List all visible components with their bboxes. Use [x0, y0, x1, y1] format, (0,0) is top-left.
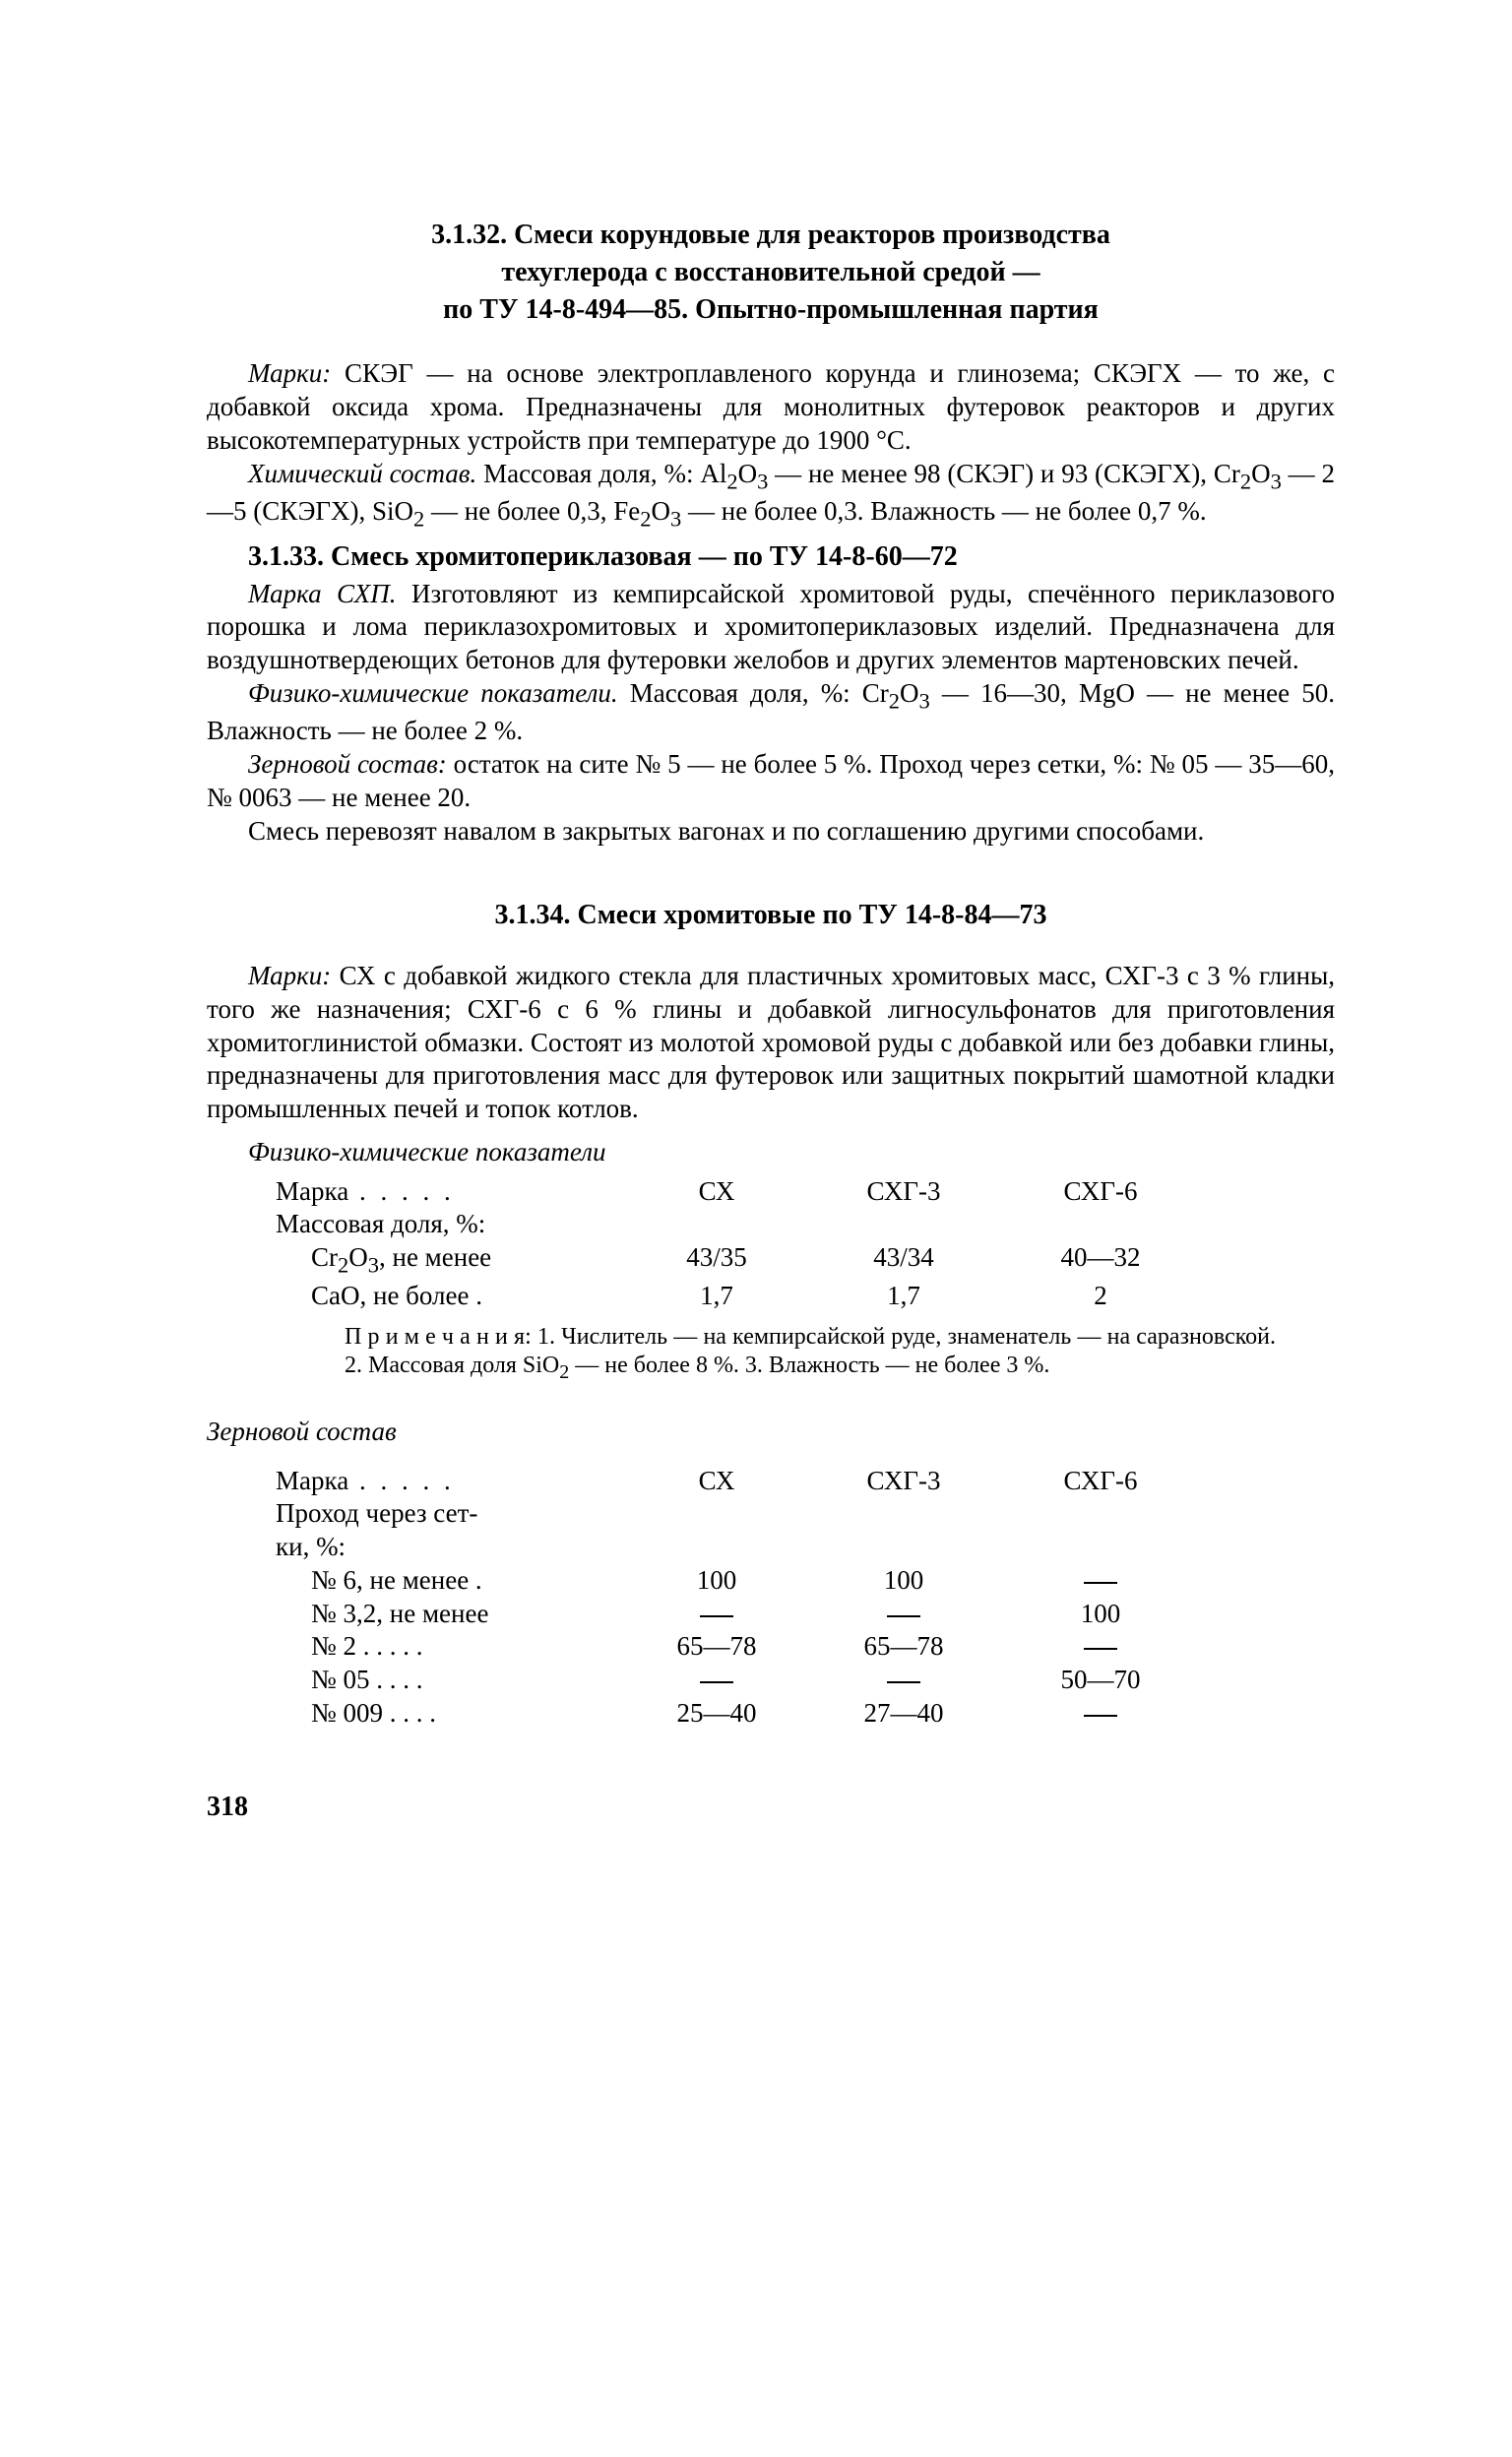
section-heading-3132: 3.1.32. Смеси корундовые для реакторов п…	[207, 217, 1335, 328]
table-row: Массовая доля, %:	[276, 1208, 1199, 1241]
cell: 43/34	[805, 1241, 1002, 1280]
cell: 40—32	[1002, 1241, 1199, 1280]
page-number: 318	[207, 1790, 1335, 1824]
table-title-physchem: Физико-химические показатели	[207, 1136, 1335, 1169]
cell	[628, 1664, 805, 1697]
table-row: ки, %:	[276, 1531, 1199, 1564]
cell: 43/35	[628, 1241, 805, 1280]
table-grain: Марка . . . . . СХ СХГ-3 СХГ-6 Проход че…	[276, 1465, 1199, 1731]
table-row: № 3,2, не менее100	[276, 1598, 1199, 1631]
cell: Марка	[276, 1466, 348, 1495]
heading-line: техуглерода с восстановительной средой —	[501, 257, 1040, 287]
table-row: № 009 . . . .25—4027—40	[276, 1697, 1199, 1731]
cell	[1002, 1697, 1199, 1731]
paragraph: Физико-химические показатели. Массовая д…	[207, 677, 1335, 748]
cell: СХ	[628, 1175, 805, 1209]
cell: Проход через сет-	[276, 1497, 628, 1531]
paragraph: Зерновой состав: остаток на сите № 5 — н…	[207, 748, 1335, 815]
cell	[628, 1598, 805, 1631]
cell: 100	[1002, 1598, 1199, 1631]
cell: ки, %:	[276, 1531, 628, 1564]
cell: СХГ-3	[805, 1465, 1002, 1498]
cell: CaO, не более .	[276, 1281, 482, 1310]
paragraph: Марка СХП. Изготовляют из кемпирсайской …	[207, 578, 1335, 677]
table-row: № 05 . . . .50—70	[276, 1664, 1199, 1697]
cell	[805, 1598, 1002, 1631]
cell: 65—78	[805, 1630, 1002, 1664]
table-row: Марка . . . . . СХ СХГ-3 СХГ-6	[276, 1465, 1199, 1498]
table-row: № 2 . . . . .65—7865—78	[276, 1630, 1199, 1664]
cell	[1002, 1630, 1199, 1664]
cell: 2	[1002, 1280, 1199, 1313]
cell: 100	[628, 1564, 805, 1598]
cell: СХГ-6	[1002, 1175, 1199, 1209]
section-heading-3133: 3.1.33. Смесь хромитопериклазовая — по Т…	[207, 539, 1335, 574]
table-row: Марка . . . . . СХ СХГ-3 СХГ-6	[276, 1175, 1199, 1209]
table-row: Cr2O3, не менее 43/35 43/34 40—32	[276, 1241, 1199, 1280]
heading-line: по ТУ 14-8-494—85. Опытно-промышленная п…	[443, 294, 1099, 325]
paragraph: Смесь перевозят навалом в закрытых вагон…	[207, 815, 1335, 849]
cell: СХГ-3	[805, 1175, 1002, 1209]
cell	[1002, 1564, 1199, 1598]
cell: Марка	[276, 1176, 348, 1206]
section-heading-3134: 3.1.34. Смеси хромитовые по ТУ 14-8-84—7…	[207, 897, 1335, 934]
cell: 27—40	[805, 1697, 1002, 1731]
cell-dots: . . . . .	[348, 1466, 455, 1495]
paragraph: Марки: СКЭГ — на основе электроплавленог…	[207, 357, 1335, 457]
table-row: CaO, не более . 1,7 1,7 2	[276, 1280, 1199, 1313]
heading-line: 3.1.32. Смеси корундовые для реакторов п…	[431, 220, 1110, 250]
cell: 25—40	[628, 1697, 805, 1731]
paragraph: Марки: СХ с добавкой жидкого стекла для …	[207, 960, 1335, 1126]
table-physchem: Марка . . . . . СХ СХГ-3 СХГ-6 Массовая …	[276, 1175, 1199, 1313]
cell: 1,7	[628, 1280, 805, 1313]
table-row: Проход через сет-	[276, 1497, 1199, 1531]
table-row: № 6, не менее .100100	[276, 1564, 1199, 1598]
cell: 50—70	[1002, 1664, 1199, 1697]
cell-dots: . . . . .	[348, 1176, 455, 1206]
cell: СХ	[628, 1465, 805, 1498]
table-title-grain: Зерновой состав	[207, 1416, 1335, 1449]
cell: Массовая доля, %:	[276, 1208, 628, 1241]
paragraph: Химический состав. Массовая доля, %: Al2…	[207, 458, 1335, 534]
cell: СХГ-6	[1002, 1465, 1199, 1498]
cell: 1,7	[805, 1280, 1002, 1313]
cell	[805, 1664, 1002, 1697]
table-note: П р и м е ч а н и я: 1. Числитель — на к…	[345, 1323, 1276, 1384]
cell: 65—78	[628, 1630, 805, 1664]
cell: 100	[805, 1564, 1002, 1598]
